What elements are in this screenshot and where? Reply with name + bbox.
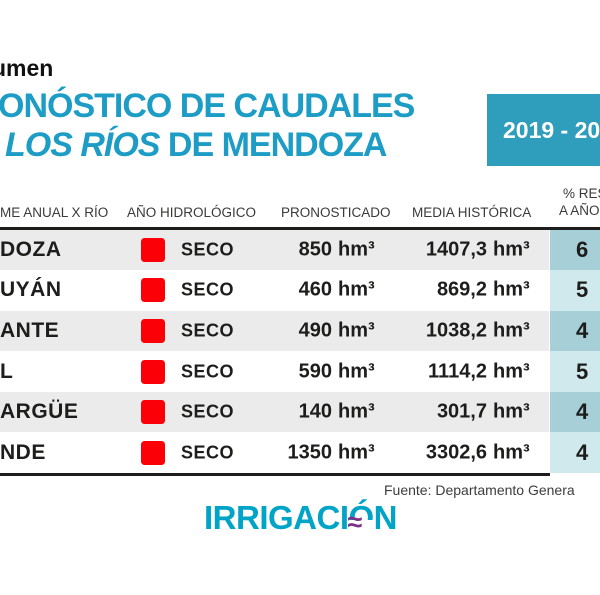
logo-text-right: N bbox=[373, 499, 398, 536]
historical-value: 869,2 bbox=[436, 278, 487, 301]
forecast-value: 850 bbox=[298, 238, 332, 261]
historical-unit: hm³ bbox=[493, 278, 530, 301]
river-name: ANTE bbox=[0, 318, 60, 342]
forecast-unit: hm³ bbox=[338, 360, 375, 383]
table-row: L SECO 590 hm³ 1114,2 hm³ bbox=[0, 351, 549, 392]
river-name: DOZA bbox=[0, 237, 62, 261]
table-row: NDE SECO 1350 hm³ 3302,6 hm³ bbox=[0, 432, 549, 473]
percent-cell: 4 bbox=[550, 310, 600, 352]
historical-value: 3302,6 bbox=[425, 441, 487, 464]
dry-condition-swatch bbox=[141, 318, 165, 343]
percent-value: 4 bbox=[576, 317, 589, 343]
page-title-line2: LOS RÍOS DE MENDOZA bbox=[5, 126, 388, 164]
forecast-unit: hm³ bbox=[338, 441, 375, 464]
forecast-value: 590 bbox=[298, 360, 332, 383]
rivers-table: DOZA SECO 850 hm³ 1407,3 hm³ UYÁN SECO 4… bbox=[0, 229, 549, 474]
logo-text-left: IRRIGACI bbox=[204, 499, 349, 536]
header-percent-line1: % RES bbox=[563, 186, 600, 201]
table-bottom-border bbox=[0, 473, 550, 476]
condition-label: SECO bbox=[181, 279, 235, 300]
historical-value: 1407,3 bbox=[425, 238, 487, 261]
condition-label: SECO bbox=[181, 442, 235, 463]
percent-column: 6 5 4 5 4 4 bbox=[550, 229, 600, 474]
forecast-value: 140 bbox=[298, 400, 332, 423]
percent-value: 5 bbox=[576, 277, 589, 303]
historical-value: 301,7 bbox=[436, 400, 487, 423]
historical-unit: hm³ bbox=[493, 441, 530, 464]
river-name: L bbox=[0, 359, 14, 383]
historical-value: 1038,2 bbox=[425, 319, 487, 342]
percent-value: 4 bbox=[576, 439, 589, 465]
historical-value: 1114,2 bbox=[428, 360, 487, 383]
kicker-text: umen bbox=[0, 55, 54, 81]
irrigacion-logo: IRRIGACIÓ ≈ N bbox=[204, 498, 398, 538]
forecast-unit: hm³ bbox=[338, 238, 375, 261]
percent-value: 6 bbox=[576, 236, 589, 262]
dry-condition-swatch bbox=[141, 237, 165, 262]
percent-cell: 4 bbox=[550, 391, 600, 433]
header-forecast: PRONOSTICADO bbox=[281, 205, 391, 220]
forecast-unit: hm³ bbox=[338, 278, 375, 301]
header-volume-per-river: ME ANUAL X RÍO bbox=[0, 205, 109, 220]
table-row: DOZA SECO 850 hm³ 1407,3 hm³ bbox=[0, 229, 549, 271]
page-title-line2-italic: LOS RÍOS bbox=[5, 126, 160, 164]
table-row: UYÁN SECO 460 hm³ 869,2 hm³ bbox=[0, 270, 549, 311]
table-row: ARGÜE SECO 140 hm³ 301,7 hm³ bbox=[0, 391, 549, 433]
historical-unit: hm³ bbox=[493, 360, 530, 383]
percent-cell: 5 bbox=[550, 270, 600, 311]
historical-unit: hm³ bbox=[493, 400, 530, 423]
historical-unit: hm³ bbox=[493, 319, 530, 342]
condition-label: SECO bbox=[181, 239, 235, 260]
percent-cell: 4 bbox=[550, 432, 600, 473]
condition-label: SECO bbox=[181, 401, 235, 422]
percent-value: 4 bbox=[576, 399, 589, 425]
header-percent-line2: A AÑO bbox=[559, 203, 600, 218]
dry-condition-swatch bbox=[141, 400, 165, 425]
header-hydrological-year: AÑO HIDROLÓGICO bbox=[127, 205, 257, 220]
percent-value: 5 bbox=[576, 358, 589, 384]
dry-condition-swatch bbox=[141, 359, 165, 384]
period-badge: 2019 - 20 bbox=[487, 94, 600, 166]
page-title-line2-rest: DE MENDOZA bbox=[159, 126, 388, 164]
forecast-value: 490 bbox=[298, 319, 332, 342]
condition-label: SECO bbox=[181, 320, 235, 341]
historical-unit: hm³ bbox=[493, 238, 530, 261]
forecast-value: 460 bbox=[298, 278, 332, 301]
forecast-unit: hm³ bbox=[338, 319, 375, 342]
logo-o-mask bbox=[348, 519, 373, 532]
page-title-line1: ONÓSTICO DE CAUDALES bbox=[0, 87, 415, 125]
table-row: ANTE SECO 490 hm³ 1038,2 hm³ bbox=[0, 310, 549, 352]
river-name: UYÁN bbox=[0, 278, 62, 302]
source-attribution: Fuente: Departamento Genera bbox=[384, 482, 575, 498]
dry-condition-swatch bbox=[141, 440, 165, 465]
percent-cell: 5 bbox=[550, 351, 600, 392]
period-badge-label: 2019 - 20 bbox=[503, 116, 600, 143]
table-top-border bbox=[0, 226, 600, 230]
dry-condition-swatch bbox=[141, 278, 165, 303]
forecast-value: 1350 bbox=[287, 441, 333, 464]
river-name: NDE bbox=[0, 440, 46, 464]
forecast-unit: hm³ bbox=[338, 400, 375, 423]
percent-cell: 6 bbox=[550, 229, 600, 271]
header-historical-mean: MEDIA HISTÓRICA bbox=[412, 205, 532, 220]
logo-accented-o: Ó ≈ bbox=[347, 498, 375, 538]
water-waves-icon: ≈ bbox=[347, 507, 363, 538]
river-name: ARGÜE bbox=[0, 400, 79, 424]
condition-label: SECO bbox=[181, 361, 235, 382]
